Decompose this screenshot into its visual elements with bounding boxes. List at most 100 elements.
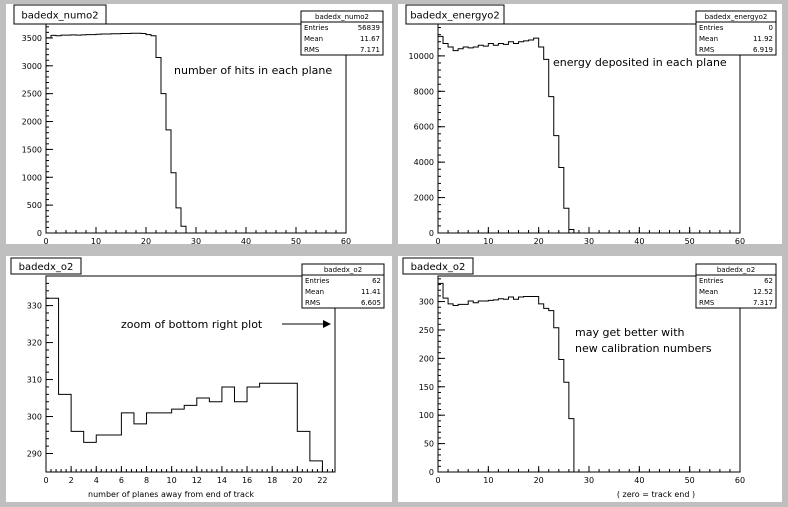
x-tick-label: 60 (735, 237, 745, 244)
stats-label: Entries (699, 277, 724, 285)
x-tick-label: 50 (685, 237, 695, 244)
stats-box (301, 263, 385, 309)
y-tick-label: 300 (27, 413, 42, 422)
x-tick-label: 20 (534, 237, 544, 244)
x-tick-label: 8 (144, 476, 149, 485)
y-tick-label: 1000 (22, 173, 42, 182)
x-tick-label: 10 (483, 237, 493, 244)
stats-box (300, 10, 384, 56)
stats-label: Entries (305, 277, 330, 285)
x-tick-label: 4 (94, 476, 99, 485)
histogram-line (437, 282, 589, 473)
x-tick-label: 12 (192, 476, 202, 485)
title-box (13, 4, 107, 25)
x-tick-label: 60 (341, 237, 351, 244)
stats-label: Mean (699, 35, 718, 43)
x-tick-label: 18 (267, 476, 277, 485)
chart-title: badedx_o2 (19, 262, 74, 273)
annotation: new calibration numbers (575, 342, 712, 355)
y-tick-label: 0 (429, 468, 434, 477)
x-tick-label: 10 (91, 237, 101, 244)
x-tick-label: 0 (43, 476, 48, 485)
x-tick-label: 0 (435, 476, 440, 485)
annotation: energy deposited in each plane (553, 56, 727, 69)
y-tick-label: 2500 (22, 90, 42, 99)
stats-value: 6.919 (753, 46, 773, 54)
y-tick-label: 6000 (414, 123, 434, 132)
stats-value: 11.67 (360, 35, 380, 43)
stats-name: badedx_o2 (717, 266, 755, 274)
x-tick-label: 10 (167, 476, 177, 485)
y-tick-label: 500 (27, 201, 42, 210)
stats-value: 7.317 (753, 299, 773, 307)
stats-box (695, 10, 777, 56)
pad-bottom-left: 0 2 4 6 8 10 12 14 16 18 20 22 290 300 310 320 330 badedx… (6, 256, 392, 502)
stats-value: 11.92 (753, 35, 773, 43)
y-tick-label: 250 (419, 326, 434, 335)
stats-label: Entries (699, 24, 724, 32)
y-tick-label: 320 (27, 339, 42, 348)
stats-value: 6.605 (361, 299, 381, 307)
x-tick-label: 30 (191, 237, 201, 244)
title-box (402, 257, 474, 275)
stats-name: badedx_numo2 (315, 13, 369, 21)
y-tick-label: 2000 (414, 194, 434, 203)
stats-value: 62 (764, 277, 773, 285)
plot-frame (437, 275, 741, 473)
annotation-arrowhead (323, 320, 331, 328)
stats-label: Mean (305, 288, 324, 296)
x-tick-label: 20 (141, 237, 151, 244)
stats-box (695, 263, 777, 309)
y-tick-label: 0 (37, 229, 42, 238)
y-tick-label: 100 (419, 411, 434, 420)
y-tick-label: 2000 (22, 118, 42, 127)
x-axis-label: number of planes away from end of track (88, 490, 254, 499)
x-tick-label: 6 (119, 476, 124, 485)
x-tick-label: 16 (242, 476, 252, 485)
x-tick-label: 30 (584, 237, 594, 244)
y-tick-label: 310 (27, 376, 42, 385)
stats-value: 7.171 (360, 46, 380, 54)
chart-title: badedx_o2 (411, 262, 466, 273)
pad-bottom-right: 0 10 20 30 40 50 60 0 50 100 150 200 250 300 badedx_o2… (398, 256, 782, 502)
chart-title: badedx_numo2 (21, 11, 98, 22)
stats-value: 11.41 (361, 288, 381, 296)
stats-value: 0 (769, 24, 773, 32)
x-tick-label: 40 (634, 476, 644, 485)
stats-name: badedx_o2 (324, 266, 362, 274)
x-axis-label: ( zero = track end ) (617, 490, 695, 499)
y-tick-label: 290 (27, 450, 42, 459)
y-tick-label: 0 (429, 229, 434, 238)
y-tick-label: 3500 (22, 34, 42, 43)
pad-top-right: 01020304050600200040006000800010000x103b… (398, 4, 782, 244)
stats-label: RMS (699, 299, 715, 307)
y-tick-label: 3000 (22, 62, 42, 71)
x-tick-label: 20 (534, 476, 544, 485)
y-tick-label: 4000 (414, 158, 434, 167)
x-tick-label: 10 (483, 476, 493, 485)
y-tick-label: 330 (27, 302, 42, 311)
y-tick-label: 10000 (409, 52, 434, 61)
stats-label: RMS (699, 46, 715, 54)
title-box (10, 257, 82, 275)
y-tick-label: 50 (424, 440, 434, 449)
y-tick-label: 300 (419, 298, 434, 307)
x-tick-label: 22 (317, 476, 327, 485)
annotation: may get better with (575, 326, 685, 339)
histogram-line (437, 35, 589, 234)
stats-value: 56839 (358, 24, 380, 32)
x-tick-label: 50 (291, 237, 301, 244)
stats-label: RMS (304, 46, 320, 54)
stats-label: Mean (304, 35, 323, 43)
histogram-line (45, 32, 196, 234)
y-tick-label: 8000 (414, 87, 434, 96)
stats-label: Mean (699, 288, 718, 296)
stats-name: badedx_energyo2 (705, 13, 768, 21)
chart-title: badedx_energyo2 (410, 11, 500, 22)
annotation: zoom of bottom right plot (121, 318, 263, 331)
annotation: number of hits in each plane (174, 64, 332, 77)
x-tick-label: 40 (634, 237, 644, 244)
x-tick-label: 50 (685, 476, 695, 485)
x-tick-label: 40 (241, 237, 251, 244)
stats-label: Entries (304, 24, 329, 32)
